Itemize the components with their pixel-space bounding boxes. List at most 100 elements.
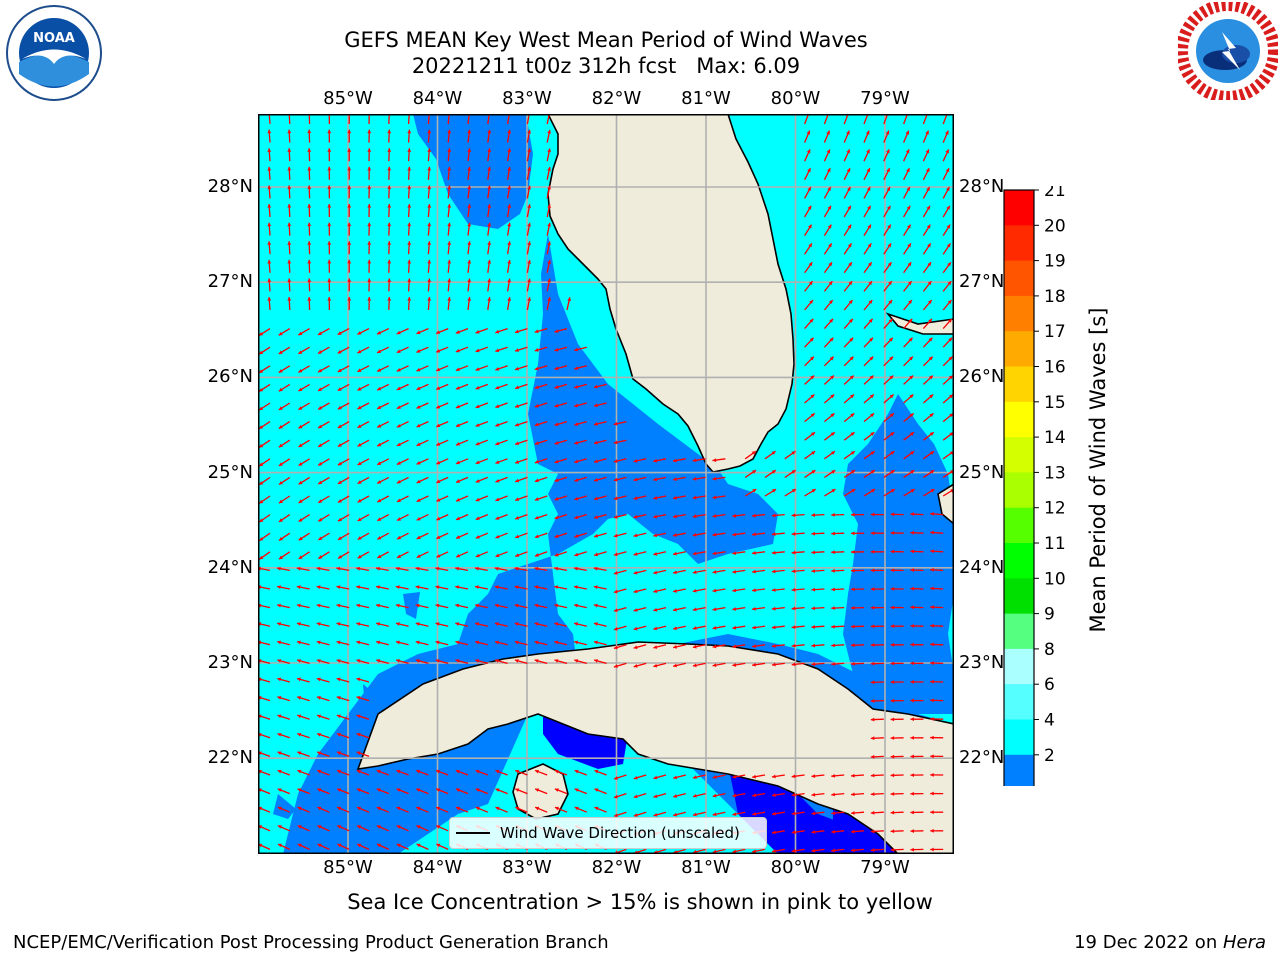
- direction-arrow-head: [527, 148, 531, 153]
- direction-arrow-head: [387, 204, 392, 208]
- direction-arrow-head: [427, 148, 432, 152]
- direction-arrow-head: [910, 530, 915, 535]
- direction-arrow-head: [467, 259, 472, 264]
- direction-arrow-head: [807, 205, 812, 210]
- wave-period-map: [258, 114, 954, 854]
- direction-arrow-head: [905, 149, 910, 154]
- direction-arrow-head: [613, 645, 618, 650]
- direction-arrow-head: [593, 403, 598, 408]
- left-lat-label: 25°N: [207, 461, 253, 483]
- direction-arrow-head: [357, 480, 362, 484]
- direction-arrow-head: [554, 366, 559, 371]
- direction-arrow-head: [455, 404, 460, 409]
- colorbar-segment: [1004, 331, 1034, 367]
- direction-arrow-head: [870, 624, 875, 629]
- direction-arrow-head: [455, 566, 460, 571]
- direction-arrow-head: [732, 532, 737, 537]
- direction-arrow-head: [831, 792, 835, 797]
- direction-arrow-head: [327, 259, 332, 264]
- direction-arrow-head: [456, 479, 460, 483]
- direction-arrow-head: [850, 394, 854, 399]
- direction-arrow-head: [752, 849, 757, 854]
- direction-arrow-head: [567, 297, 571, 302]
- direction-arrow-head: [930, 489, 935, 493]
- direction-arrow-head: [850, 432, 855, 436]
- direction-arrow-head: [554, 622, 559, 626]
- direction-arrow-head: [752, 569, 756, 574]
- direction-arrow-head: [495, 659, 499, 663]
- direction-arrow-head: [367, 166, 372, 171]
- direction-arrow-head: [455, 367, 460, 372]
- direction-arrow-head: [277, 696, 282, 700]
- direction-arrow-head: [547, 148, 551, 153]
- direction-arrow-head: [930, 530, 934, 535]
- direction-arrow-head: [337, 424, 342, 428]
- direction-arrow-head: [278, 462, 283, 466]
- direction-arrow-head: [387, 259, 392, 264]
- colorbar-tick-label: 19: [1044, 252, 1066, 272]
- direction-arrow-head: [870, 531, 875, 536]
- direction-arrow-head: [807, 186, 811, 191]
- direction-arrow-head: [316, 622, 321, 626]
- direction-arrow-head: [926, 205, 930, 210]
- direction-arrow-head: [554, 659, 559, 663]
- direction-arrow-head: [336, 696, 341, 700]
- direction-arrow-head: [356, 732, 361, 737]
- direction-arrow-head: [673, 663, 677, 668]
- direction-arrow-head: [910, 586, 914, 591]
- direction-arrow-head: [467, 241, 472, 246]
- direction-arrow-head: [436, 535, 441, 539]
- direction-arrow-head: [427, 204, 432, 208]
- direction-arrow-head: [849, 318, 853, 323]
- direction-arrow-head: [831, 643, 835, 648]
- direction-arrow-head: [357, 368, 362, 372]
- direction-arrow-head: [534, 515, 539, 520]
- direction-arrow-head: [831, 451, 835, 455]
- direction-arrow-head: [455, 806, 460, 811]
- direction-arrow-head: [296, 566, 301, 571]
- direction-arrow-head: [495, 497, 500, 502]
- direction-arrow-head: [534, 348, 539, 352]
- direction-arrow: [843, 114, 849, 125]
- direction-arrow-head: [692, 514, 697, 519]
- direction-arrow: [902, 114, 909, 125]
- direction-arrow-head: [416, 367, 421, 372]
- map-legend: Wind Wave Direction (unscaled): [449, 817, 767, 849]
- direction-arrow-head: [692, 477, 697, 481]
- direction-arrow-head: [367, 259, 372, 264]
- direction-arrow-head: [427, 166, 432, 171]
- direction-arrow-head: [547, 260, 551, 264]
- direction-arrow-head: [594, 788, 599, 792]
- direction-arrow-head: [574, 403, 579, 408]
- direction-arrow-head: [377, 535, 382, 540]
- direction-arrow-head: [594, 552, 598, 557]
- colorbar-segment: [1004, 648, 1034, 685]
- right-lat-label: 28°N: [959, 176, 1005, 197]
- direction-arrow-head: [278, 480, 283, 485]
- direction-arrow-head: [475, 367, 480, 371]
- direction-arrow-head: [890, 531, 895, 535]
- direction-arrow-head: [554, 566, 559, 571]
- direction-arrow-head: [732, 849, 737, 854]
- direction-arrow-head: [494, 640, 499, 645]
- direction-arrow-head: [771, 811, 776, 816]
- direction-arrow-head: [910, 451, 915, 455]
- direction-arrow-head: [475, 640, 480, 645]
- direction-arrow-head: [692, 532, 697, 537]
- direction-arrow-head: [910, 791, 914, 796]
- direction-arrow-head: [574, 788, 579, 792]
- direction-arrow-head: [890, 661, 895, 666]
- direction-arrow-head: [772, 489, 777, 493]
- direction-arrow-head: [889, 375, 894, 380]
- direction-arrow-head: [534, 603, 539, 608]
- direction-arrow-head: [318, 517, 323, 522]
- direction-arrow-head: [514, 659, 519, 663]
- direction-arrow-head: [889, 356, 894, 361]
- direction-arrow-head: [810, 432, 815, 436]
- direction-arrow-head: [594, 496, 598, 501]
- direction-arrow-head: [554, 603, 559, 608]
- direction-arrow-head: [846, 149, 850, 154]
- direction-arrow-head: [357, 424, 362, 428]
- direction-arrow-head: [357, 517, 362, 521]
- direction-arrow-head: [416, 405, 421, 409]
